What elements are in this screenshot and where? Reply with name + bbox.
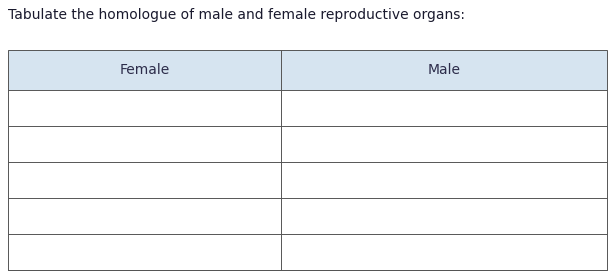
Bar: [8, 50, 280, 90]
Bar: [280, 126, 607, 162]
Text: Tabulate the homologue of male and female reproductive organs:: Tabulate the homologue of male and femal…: [8, 8, 465, 22]
Bar: [280, 90, 607, 126]
Bar: [8, 126, 280, 162]
Bar: [280, 198, 607, 234]
Text: Male: Male: [427, 63, 460, 77]
Bar: [8, 234, 280, 270]
Text: Female: Female: [119, 63, 169, 77]
Bar: [280, 162, 607, 198]
Bar: [8, 198, 280, 234]
Bar: [8, 50, 607, 270]
Bar: [8, 162, 280, 198]
Bar: [280, 234, 607, 270]
Bar: [8, 90, 280, 126]
Bar: [280, 50, 607, 90]
